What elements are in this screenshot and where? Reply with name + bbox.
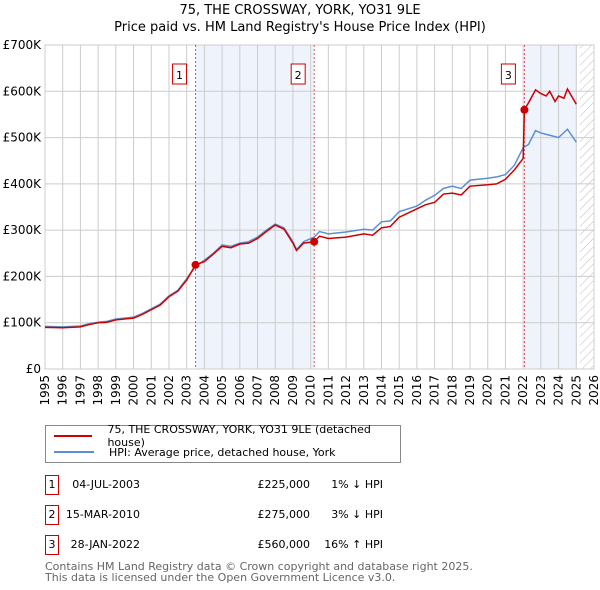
shaded-period bbox=[195, 45, 315, 369]
x-tick-label: 2020 bbox=[481, 375, 495, 406]
x-tick-label: 2021 bbox=[498, 375, 512, 406]
sale-date: 15-MAR-2010 bbox=[65, 508, 140, 521]
x-tick-label: 1998 bbox=[91, 375, 105, 406]
x-tick-label: 2024 bbox=[552, 375, 566, 406]
x-tick-label: 2003 bbox=[180, 375, 194, 406]
y-tick-label: £600K bbox=[3, 84, 43, 98]
x-tick-label: 1995 bbox=[38, 375, 52, 406]
sale-date: 28-JAN-2022 bbox=[70, 538, 140, 551]
future-hatch bbox=[579, 45, 594, 369]
x-tick-label: 2008 bbox=[268, 375, 282, 406]
sale-hpi-diff: 1% ↓ HPI bbox=[331, 478, 383, 491]
legend-swatch bbox=[54, 435, 93, 437]
plot-border bbox=[44, 44, 595, 370]
legend-label: 75, THE CROSSWAY, YORK, YO31 9LE (detach… bbox=[107, 423, 371, 449]
footer-copyright: Contains HM Land Registry data © Crown c… bbox=[45, 560, 473, 573]
hpi-line bbox=[44, 128, 577, 328]
footer-licence: This data is licensed under the Open Gov… bbox=[45, 571, 396, 584]
sale-marker-label: 2 bbox=[45, 505, 59, 525]
sale-point bbox=[191, 260, 200, 269]
chart-title: 75, THE CROSSWAY, YORK, YO31 9LE Price p… bbox=[0, 2, 600, 36]
x-tick-label: 2017 bbox=[428, 375, 442, 406]
sale-row: 3 28-JAN-2022 £560,000 16% ↑ HPI bbox=[45, 535, 445, 555]
subtitle-line: Price paid vs. HM Land Registry's House … bbox=[114, 20, 486, 35]
legend-label: HPI: Average price, detached house, York bbox=[109, 445, 336, 459]
x-tick-label: 2013 bbox=[357, 375, 371, 406]
sale-hpi-diff: 3% ↓ HPI bbox=[331, 508, 383, 521]
x-tick-label: 2015 bbox=[392, 375, 406, 406]
sale-row: 1 04-JUL-2003 £225,000 1% ↓ HPI bbox=[45, 475, 445, 495]
x-tick-label: 2026 bbox=[587, 375, 600, 406]
y-tick-label: £400K bbox=[3, 177, 43, 191]
title-line: 75, THE CROSSWAY, YORK, YO31 9LE bbox=[179, 3, 421, 18]
y-tick-label: £0 bbox=[26, 362, 41, 376]
x-tick-label: 2016 bbox=[410, 375, 424, 406]
sale-marker-number: 3 bbox=[505, 69, 512, 82]
x-tick-label: 2010 bbox=[304, 375, 318, 406]
legend-item-hpi: HPI: Average price, detached house, York bbox=[54, 444, 336, 460]
sale-marker-box bbox=[290, 63, 306, 85]
x-tick-label: 2001 bbox=[144, 375, 158, 406]
y-tick-label: £700K bbox=[3, 38, 43, 52]
x-tick-label: 2014 bbox=[374, 375, 388, 406]
x-tick-label: 2000 bbox=[127, 375, 141, 406]
legend-swatch bbox=[54, 451, 94, 453]
sale-point bbox=[310, 237, 319, 246]
x-tick-label: 2004 bbox=[197, 375, 211, 406]
x-tick-label: 2019 bbox=[463, 375, 477, 406]
sale-row: 2 15-MAR-2010 £275,000 3% ↓ HPI bbox=[45, 505, 445, 525]
x-tick-label: 1999 bbox=[109, 375, 123, 406]
legend: 75, THE CROSSWAY, YORK, YO31 9LE (detach… bbox=[45, 423, 401, 463]
y-tick-label: £100K bbox=[3, 316, 43, 330]
sale-marker-box bbox=[172, 63, 188, 85]
y-tick-label: £200K bbox=[3, 269, 43, 283]
x-tick-label: 2011 bbox=[321, 375, 335, 406]
x-tick-label: 2009 bbox=[286, 375, 300, 406]
sale-hpi-diff: 16% ↑ HPI bbox=[324, 538, 383, 551]
sale-marker-box bbox=[500, 63, 516, 85]
sale-marker-number: 2 bbox=[295, 69, 302, 82]
sale-point bbox=[520, 105, 529, 114]
sale-date: 04-JUL-2003 bbox=[72, 478, 140, 491]
sale-marker-number: 1 bbox=[176, 69, 183, 82]
x-tick-label: 2023 bbox=[534, 375, 548, 406]
y-tick-label: £300K bbox=[3, 223, 43, 237]
shaded-period bbox=[524, 45, 577, 369]
x-tick-label: 2005 bbox=[215, 375, 229, 406]
footer: Contains HM Land Registry data © Crown c… bbox=[45, 561, 473, 583]
x-tick-label: 2025 bbox=[569, 375, 583, 406]
sale-price: £225,000 bbox=[257, 478, 311, 491]
sale-marker-label: 3 bbox=[45, 535, 59, 555]
x-tick-label: 2022 bbox=[516, 375, 530, 406]
x-tick-label: 2006 bbox=[233, 375, 247, 406]
y-tick-label: £500K bbox=[3, 131, 43, 145]
x-tick-label: 2018 bbox=[445, 375, 459, 406]
x-tick-label: 2007 bbox=[251, 375, 265, 406]
sale-price: £560,000 bbox=[257, 538, 311, 551]
x-tick-label: 1997 bbox=[73, 375, 87, 406]
sale-marker-label: 1 bbox=[45, 475, 59, 495]
x-tick-label: 1996 bbox=[56, 375, 70, 406]
x-tick-label: 2002 bbox=[162, 375, 176, 406]
x-tick-label: 2012 bbox=[339, 375, 353, 406]
sale-price: £275,000 bbox=[257, 508, 311, 521]
legend-item-property: 75, THE CROSSWAY, YORK, YO31 9LE (detach… bbox=[54, 423, 400, 449]
plot-area: 1995 1996 1997 1998 1999 2000 2001 2002 2003 2004… bbox=[3, 38, 600, 406]
